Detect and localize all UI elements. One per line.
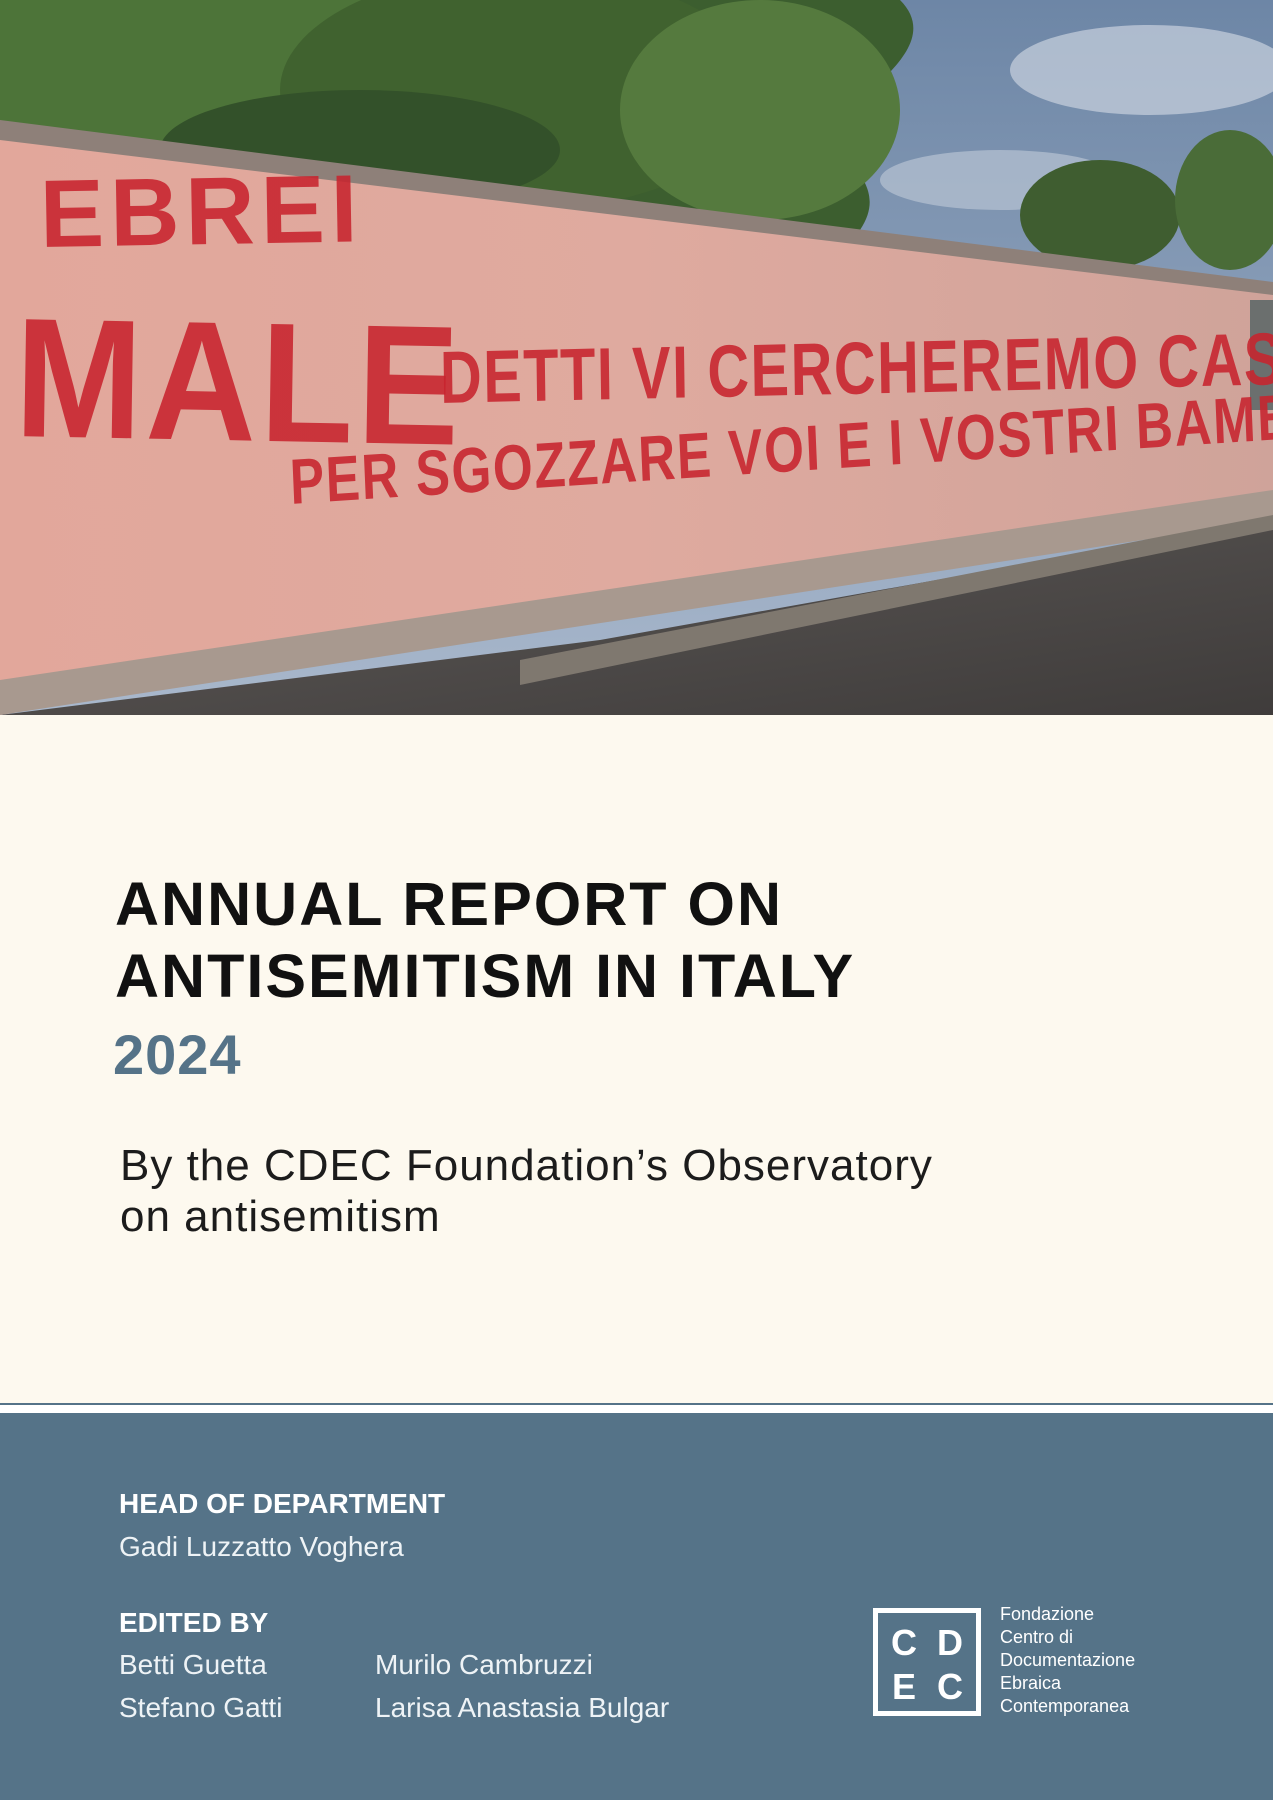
logo-letter: E xyxy=(891,1666,916,1707)
editor-name: Stefano Gatti xyxy=(119,1692,283,1723)
editor-name: Murilo Cambruzzi xyxy=(375,1649,593,1680)
foundation-name-line: Contemporanea xyxy=(1000,1696,1130,1716)
logo-letter: C xyxy=(891,1622,917,1663)
head-of-department-name: Gadi Luzzatto Voghera xyxy=(119,1531,404,1562)
cdec-logo: C D E C xyxy=(873,1608,981,1716)
editor-name: Larisa Anastasia Bulgar xyxy=(375,1692,670,1723)
subtitle-line: By the CDEC Foundation’s Observatory xyxy=(120,1141,933,1190)
report-title: ANNUAL REPORT ON ANTISEMITISM IN ITALY xyxy=(115,868,1115,1012)
logo-letter: D xyxy=(937,1622,963,1663)
foundation-name-line: Ebraica xyxy=(1000,1673,1062,1693)
report-year: 2024 xyxy=(113,1023,242,1086)
subtitle-line: on antisemitism xyxy=(120,1192,441,1241)
foundation-name-line: Fondazione xyxy=(1000,1604,1095,1624)
report-subtitle: By the CDEC Foundation’s Observatory on … xyxy=(120,1140,1020,1242)
cover-photo: EBREI MALE DETTI VI CERCHEREMO CASA X CA… xyxy=(0,0,1273,715)
foundation-name-line: Documentazione xyxy=(1000,1650,1136,1670)
logo-letter: C xyxy=(937,1666,963,1707)
title-panel xyxy=(0,715,1273,1405)
report-title-line: ANNUAL REPORT ON xyxy=(115,870,784,938)
editor-name: Betti Guetta xyxy=(119,1649,267,1680)
foundation-name: Fondazione Centro di Documentazione Ebra… xyxy=(1000,1603,1260,1718)
head-of-department-label: HEAD OF DEPARTMENT xyxy=(119,1488,446,1519)
edited-by-label: EDITED BY xyxy=(119,1607,269,1638)
divider xyxy=(0,1403,1273,1405)
credits-band xyxy=(0,1413,1273,1800)
graffiti-text-line: EBREI xyxy=(39,155,365,268)
graffiti-wall-photo xyxy=(0,0,1273,715)
report-title-line: ANTISEMITISM IN ITALY xyxy=(115,942,856,1010)
foundation-name-line: Centro di xyxy=(1000,1627,1074,1647)
